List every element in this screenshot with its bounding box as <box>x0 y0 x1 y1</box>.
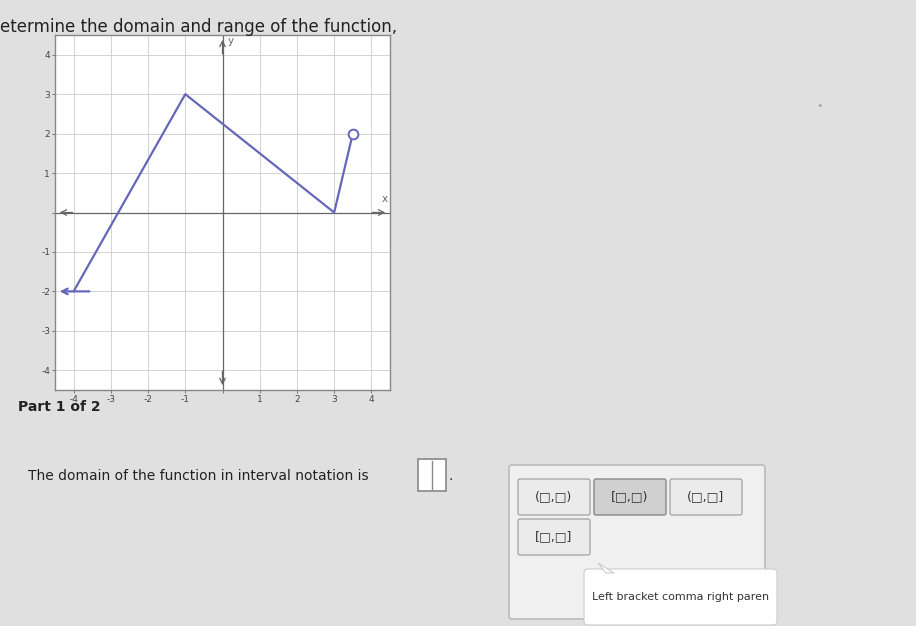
Text: The domain of the function in interval notation is: The domain of the function in interval n… <box>28 469 368 483</box>
FancyBboxPatch shape <box>509 465 765 619</box>
Polygon shape <box>598 563 614 573</box>
Text: y: y <box>228 36 234 46</box>
Bar <box>418 459 446 491</box>
Text: etermine the domain and range of the function,: etermine the domain and range of the fun… <box>0 18 398 36</box>
Text: (□,□): (□,□) <box>535 491 572 503</box>
FancyBboxPatch shape <box>670 479 742 515</box>
Text: •: • <box>816 101 823 111</box>
Text: [□,□): [□,□) <box>611 491 649 503</box>
Text: x: x <box>381 193 387 203</box>
Text: Left bracket comma right paren: Left bracket comma right paren <box>592 592 769 602</box>
FancyBboxPatch shape <box>518 519 590 555</box>
Text: (□,□]: (□,□] <box>687 491 725 503</box>
Text: .: . <box>449 469 453 483</box>
FancyBboxPatch shape <box>594 479 666 515</box>
FancyBboxPatch shape <box>518 479 590 515</box>
FancyBboxPatch shape <box>584 569 777 625</box>
Text: [□,□]: [□,□] <box>535 530 572 543</box>
Text: Part 1 of 2: Part 1 of 2 <box>18 400 101 414</box>
